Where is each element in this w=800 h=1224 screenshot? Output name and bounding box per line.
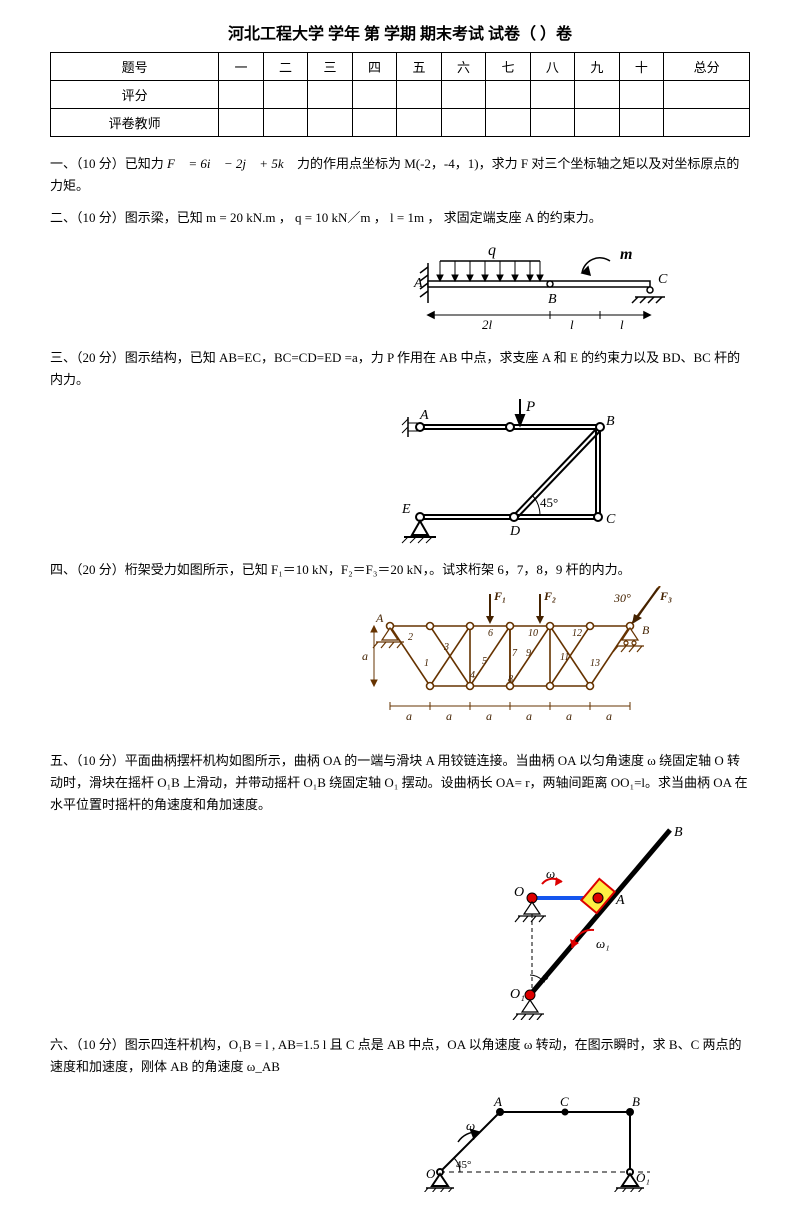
- m2: 2: [408, 632, 413, 643]
- label-w: ω: [466, 1118, 475, 1133]
- dim-a4: a: [526, 709, 532, 723]
- question-5: 五、（10 分）平面曲柄摆杆机构如图所示，曲柄 OA 的一端与滑块 A 用铰链连…: [50, 750, 750, 816]
- question-4: 四、（20 分）桁架受力如图所示，已知 F₁＝10 kN，F₂＝F₃＝20 kN…: [50, 559, 750, 581]
- label-O: O: [426, 1166, 436, 1181]
- dim-a-v: a: [362, 649, 368, 663]
- label-angle: 45°: [540, 495, 558, 510]
- label-B: B: [642, 623, 650, 637]
- label-30: 30°: [613, 591, 631, 605]
- m7: 7: [512, 648, 518, 659]
- label-B: B: [632, 1094, 640, 1109]
- figure-3: A B C D E P 45°: [50, 395, 630, 549]
- label-A: A: [419, 408, 429, 423]
- label-45: 45°: [456, 1159, 471, 1171]
- label-B: B: [674, 825, 683, 840]
- col-header: 六: [441, 53, 485, 81]
- m10: 10: [528, 628, 538, 639]
- dim-l2: l: [620, 317, 624, 332]
- question-1: 一、（10 分）已知力 F⃗ = 6i⃗ − 2j⃗ + 5k⃗ 力的作用点坐标…: [50, 153, 750, 197]
- label-F2: F₂: [543, 589, 556, 603]
- label-A: A: [375, 611, 384, 625]
- col-header: 题号: [51, 53, 219, 81]
- m1: 1: [424, 658, 429, 669]
- dim-a2: a: [446, 709, 452, 723]
- figure-4: A B F₁ F₂ F₃ 30° a a a a a a a 1 2 3 4 5…: [50, 586, 690, 740]
- label-P: P: [525, 399, 535, 415]
- m9: 9: [526, 648, 531, 659]
- label-O1: O₁: [636, 1170, 650, 1185]
- label-A: A: [615, 893, 625, 908]
- label-B: B: [606, 414, 615, 429]
- dim-2l: 2l: [482, 317, 493, 332]
- label-q: q: [488, 242, 496, 259]
- m11: 11: [560, 652, 569, 663]
- label-A: A: [413, 276, 423, 291]
- page-title: 河北工程大学 学年 第 学期 期末考试 试卷（ ）卷: [50, 20, 750, 44]
- q1-formula: F⃗ = 6i⃗ − 2j⃗ + 5k⃗: [167, 156, 297, 171]
- score-table: 题号 一 二 三 四 五 六 七 八 九 十 总分 评分 评卷教师: [50, 52, 750, 137]
- label-C: C: [658, 272, 668, 287]
- m13: 13: [590, 658, 600, 669]
- figure-5: O O₁ A B ω ω₁ φ: [50, 820, 690, 1024]
- question-3: 三、（20 分）图示结构，已知 AB=EC，BC=CD=ED =a，力 P 作用…: [50, 347, 750, 391]
- q1-prefix: 一、（10 分）已知力: [50, 156, 167, 171]
- m6: 6: [488, 628, 493, 639]
- label-B: B: [548, 292, 557, 307]
- table-row: 评卷教师: [51, 109, 750, 137]
- col-header: 一: [219, 53, 263, 81]
- col-header: 二: [263, 53, 307, 81]
- m12: 12: [572, 628, 582, 639]
- dim-l: l: [570, 317, 574, 332]
- row-label: 评分: [51, 81, 219, 109]
- col-header: 九: [575, 53, 619, 81]
- question-2: 二、（10 分）图示梁，已知 m = 20 kN.m ， q = 10 kN／m…: [50, 207, 750, 229]
- label-w: ω: [546, 866, 555, 881]
- label-F3: F₃: [659, 589, 672, 603]
- col-header: 八: [530, 53, 574, 81]
- dim-a1: a: [406, 709, 412, 723]
- m5: 5: [482, 656, 487, 667]
- col-header: 五: [397, 53, 441, 81]
- label-O1: O₁: [510, 987, 525, 1002]
- col-header: 四: [352, 53, 396, 81]
- table-row: 题号 一 二 三 四 五 六 七 八 九 十 总分: [51, 53, 750, 81]
- label-C: C: [606, 512, 616, 527]
- label-E: E: [401, 502, 411, 517]
- label-w1: ω₁: [596, 936, 610, 951]
- question-6: 六、（10 分）图示四连杆机构，O₁B = l , AB=1.5 l 且 C 点…: [50, 1034, 750, 1078]
- label-F1: F₁: [493, 589, 506, 603]
- figure-6: O O₁ A C B ω 45°: [50, 1082, 690, 1196]
- col-header: 三: [308, 53, 352, 81]
- dim-a3: a: [486, 709, 492, 723]
- m8: 8: [508, 674, 513, 685]
- label-C: C: [560, 1094, 569, 1109]
- m3: 3: [443, 642, 449, 653]
- label-D: D: [509, 524, 520, 539]
- label-O: O: [514, 885, 524, 900]
- col-header: 十: [619, 53, 663, 81]
- label-m: m: [620, 246, 632, 263]
- label-A: A: [493, 1094, 502, 1109]
- table-row: 评分: [51, 81, 750, 109]
- col-header: 总分: [664, 53, 750, 81]
- dim-a5: a: [566, 709, 572, 723]
- row-label: 评卷教师: [51, 109, 219, 137]
- label-phi: φ: [542, 969, 549, 983]
- dim-a6: a: [606, 709, 612, 723]
- figure-2: q m A B C 2l l l: [50, 233, 690, 337]
- m4: 4: [470, 670, 475, 681]
- col-header: 七: [486, 53, 530, 81]
